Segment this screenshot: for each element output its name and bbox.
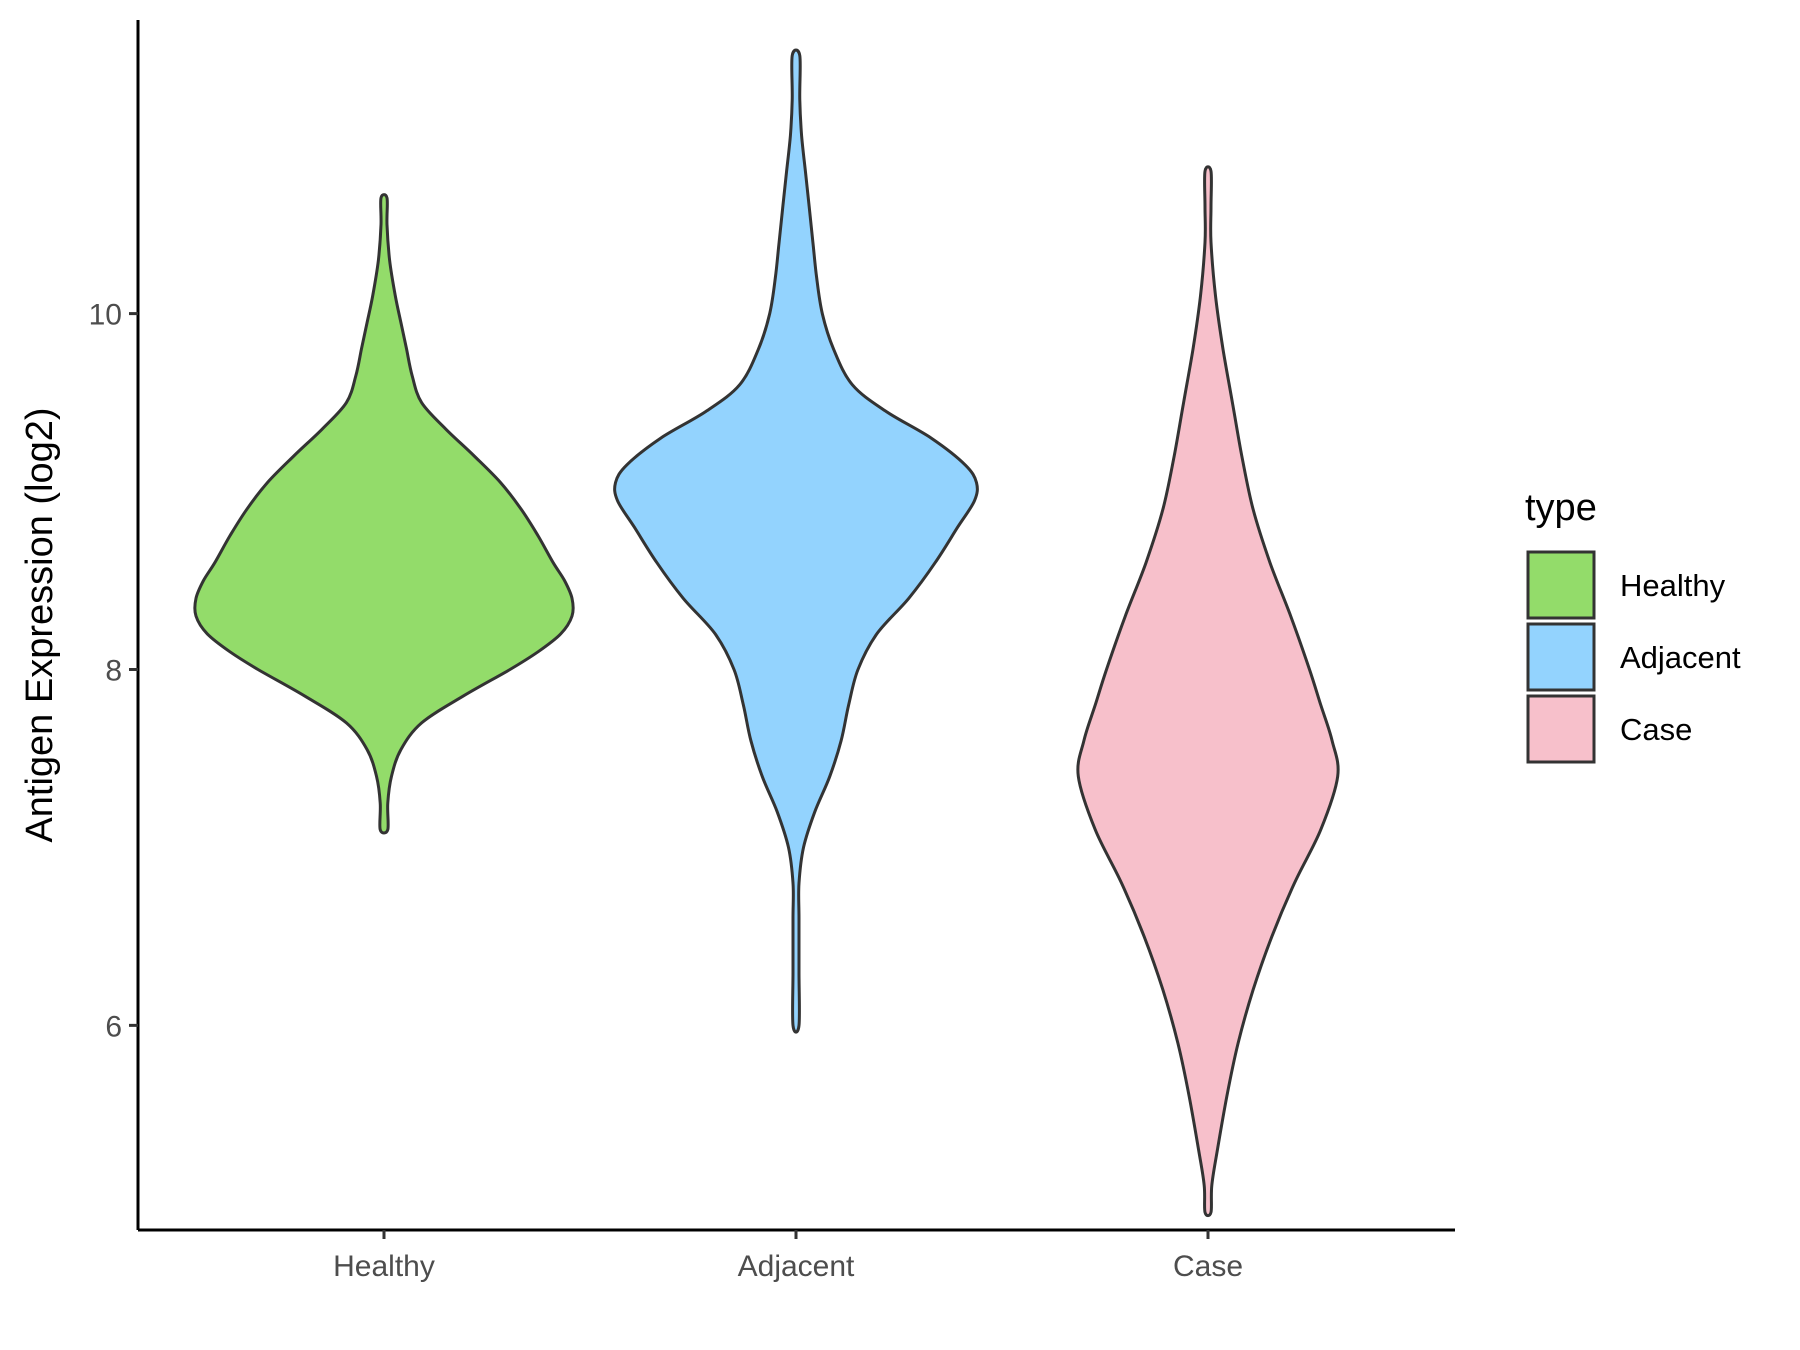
violin-case — [1076, 165, 1340, 1218]
violin-adjacent — [613, 48, 979, 1034]
y-tick-label: 8 — [105, 654, 122, 687]
y-axis: 6 8 10 — [89, 20, 140, 1230]
y-tick-label: 10 — [89, 299, 122, 332]
y-tick-label: 6 — [105, 1010, 122, 1043]
legend-key-adjacent — [1526, 622, 1596, 692]
legend-key-case — [1526, 694, 1596, 764]
x-tick-label: Healthy — [333, 1250, 435, 1283]
violin-healthy — [193, 193, 575, 835]
legend-label-case: Case — [1620, 712, 1692, 747]
legend-label-adjacent: Adjacent — [1620, 640, 1741, 675]
x-axis: Healthy Adjacent Case — [138, 1228, 1455, 1283]
legend: type Healthy Adjacent Case — [1525, 487, 1741, 764]
legend-key-healthy — [1526, 550, 1596, 620]
violins — [193, 48, 1340, 1218]
x-tick-label: Adjacent — [738, 1250, 855, 1283]
legend-label-healthy: Healthy — [1620, 568, 1726, 603]
legend-title: type — [1525, 487, 1597, 529]
x-tick-label: Case — [1173, 1250, 1243, 1283]
y-axis-title: Antigen Expression (log2) — [19, 407, 61, 842]
